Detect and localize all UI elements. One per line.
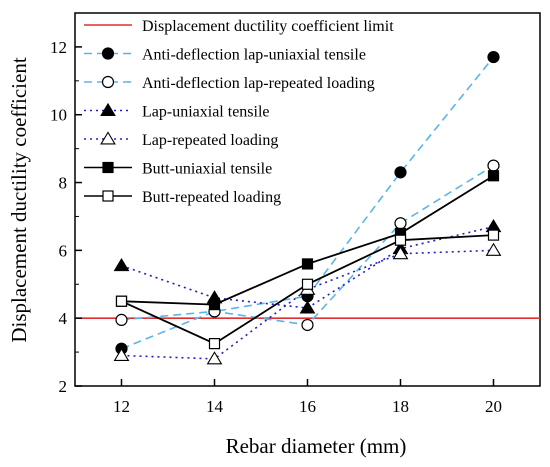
data-point xyxy=(394,166,407,179)
legend: Displacement ductility coefficient limit… xyxy=(84,18,394,206)
legend-label: Lap-repeated loading xyxy=(142,132,278,149)
x-tick-label: 16 xyxy=(299,397,316,416)
legend-marker xyxy=(101,75,115,89)
data-point xyxy=(113,347,130,361)
legend-marker xyxy=(101,47,115,60)
data-point xyxy=(208,338,221,350)
x-tick-label: 18 xyxy=(392,397,409,416)
legend-item-7: Butt-repeated loading xyxy=(84,189,281,206)
data-point xyxy=(208,299,221,311)
x-tick-label: 12 xyxy=(113,397,130,416)
series-line xyxy=(121,56,495,350)
data-point xyxy=(301,258,314,270)
x-axis-title: Rebar diameter (mm) xyxy=(226,434,407,458)
series-layer xyxy=(113,50,502,365)
data-point xyxy=(299,300,316,314)
legend-marker xyxy=(100,131,116,145)
legend-label: Butt-uniaxial tensile xyxy=(142,161,272,178)
data-point xyxy=(487,170,500,182)
legend-label: Anti-deflection lap-uniaxial tensile xyxy=(142,47,366,64)
data-point xyxy=(113,257,130,272)
y-tick-label: 2 xyxy=(59,377,68,396)
x-tick-label: 20 xyxy=(485,397,502,416)
legend-item-1: Displacement ductility coefficient limit xyxy=(84,18,394,35)
legend-marker xyxy=(102,190,114,202)
data-point xyxy=(487,50,500,64)
legend-label: Anti-deflection lap-repeated loading xyxy=(142,75,375,92)
y-axis-title: Displacement ductility coefficient xyxy=(7,57,31,343)
data-point xyxy=(392,246,409,260)
y-tick-label: 8 xyxy=(59,174,68,193)
data-point xyxy=(115,295,128,307)
data-point xyxy=(206,351,223,365)
y-tick-label: 6 xyxy=(59,241,68,260)
legend-item-6: Butt-uniaxial tensile xyxy=(84,161,272,178)
legend-marker xyxy=(102,161,114,174)
data-point xyxy=(301,278,314,290)
y-tick-label: 10 xyxy=(50,106,67,125)
data-point xyxy=(487,159,500,172)
legend-item-5: Lap-repeated loading xyxy=(84,131,278,149)
legend-label: Displacement ductility coefficient limit xyxy=(142,18,394,35)
axis-layer: 12 14 16 18 20 2 4 6 8 10 12 xyxy=(50,38,502,416)
data-point xyxy=(394,217,407,230)
data-point xyxy=(394,234,407,246)
series-6 xyxy=(115,229,500,350)
legend-label: Lap-uniaxial tensile xyxy=(142,104,270,121)
legend-item-2: Anti-deflection lap-uniaxial tensile xyxy=(84,47,366,64)
y-tick-label: 12 xyxy=(50,38,67,57)
legend-item-4: Lap-uniaxial tensile xyxy=(84,102,270,121)
legend-marker xyxy=(100,102,116,116)
legend-label: Butt-repeated loading xyxy=(142,189,281,206)
legend-item-3: Anti-deflection lap-repeated loading xyxy=(84,75,375,92)
data-point xyxy=(115,313,128,326)
y-tick-label: 4 xyxy=(59,309,68,328)
data-point xyxy=(301,318,314,332)
series-4 xyxy=(113,242,502,365)
data-point xyxy=(487,229,500,241)
data-point xyxy=(485,242,502,256)
x-tick-label: 14 xyxy=(206,397,224,416)
